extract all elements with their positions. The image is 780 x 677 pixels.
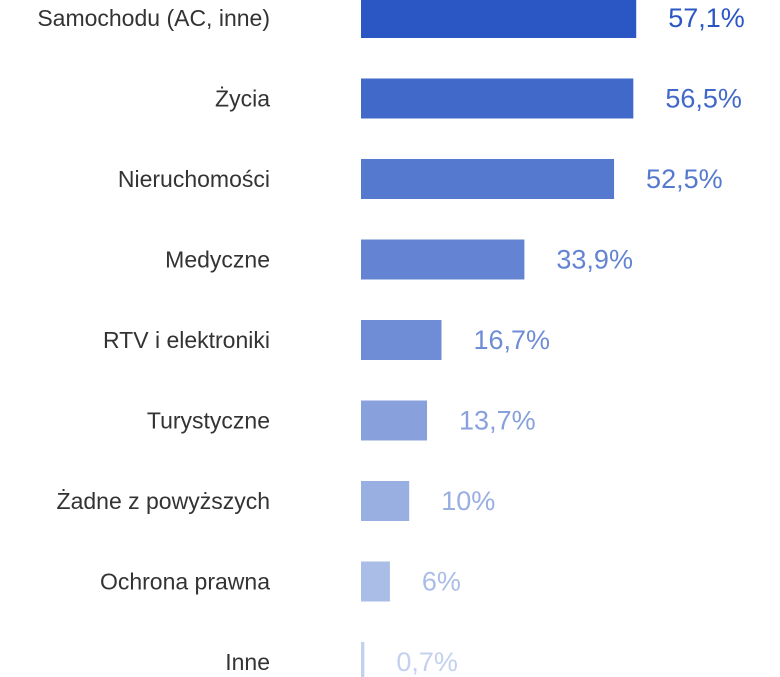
bar bbox=[361, 561, 390, 602]
category-label: Inne bbox=[225, 649, 270, 675]
value-label: 57,1% bbox=[668, 3, 745, 33]
bar bbox=[361, 320, 442, 360]
bar bbox=[361, 78, 634, 119]
value-label: 10% bbox=[441, 486, 495, 516]
category-label: Ochrona prawna bbox=[100, 569, 270, 595]
value-label: 0,7% bbox=[396, 647, 458, 677]
value-label: 6% bbox=[422, 567, 461, 597]
category-label: Żadne z powyższych bbox=[57, 488, 270, 514]
bar bbox=[361, 159, 615, 199]
bar bbox=[361, 0, 637, 38]
value-label: 52,5% bbox=[646, 164, 723, 194]
value-label: 16,7% bbox=[473, 325, 550, 355]
value-label: 13,7% bbox=[459, 406, 536, 436]
bar bbox=[361, 642, 365, 677]
bar bbox=[361, 400, 428, 441]
category-label: Samochodu (AC, inne) bbox=[37, 5, 270, 31]
category-label: Życia bbox=[215, 86, 270, 112]
category-label: Turystyczne bbox=[147, 408, 270, 434]
bar bbox=[361, 239, 525, 280]
category-label: RTV i elektroniki bbox=[103, 327, 270, 353]
bar bbox=[361, 481, 410, 521]
category-label: Nieruchomości bbox=[118, 166, 270, 192]
value-label: 56,5% bbox=[665, 84, 742, 114]
category-label: Medyczne bbox=[165, 247, 270, 273]
value-label: 33,9% bbox=[556, 245, 633, 275]
